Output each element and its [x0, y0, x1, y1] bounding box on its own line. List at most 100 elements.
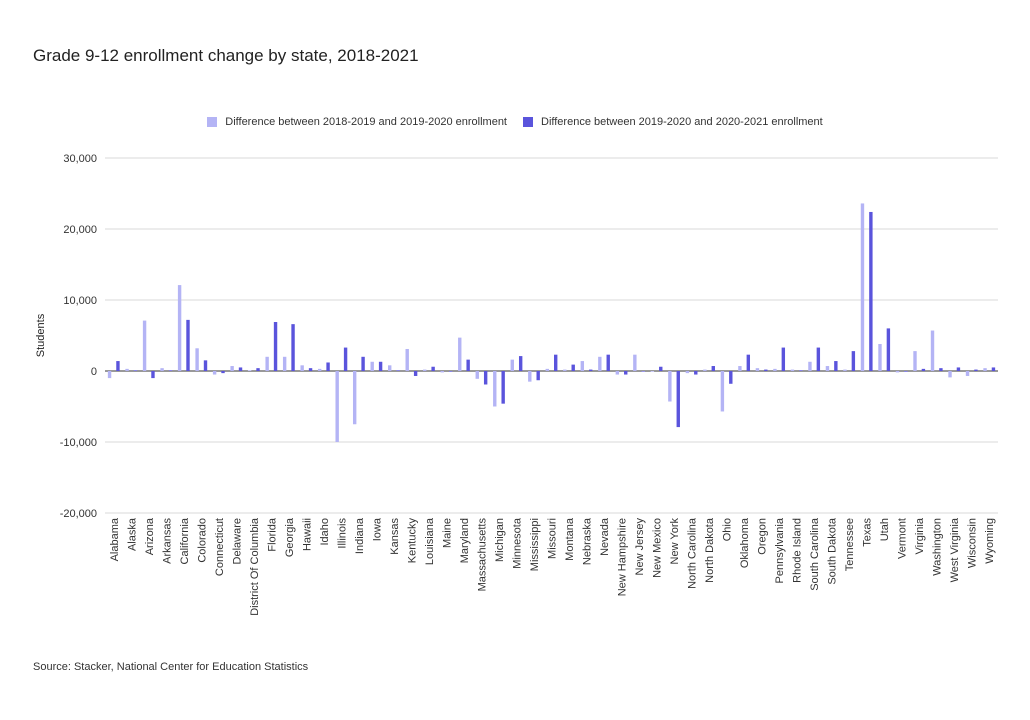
x-tick-label: Virginia: [914, 517, 926, 554]
x-tick-label: Kansas: [389, 518, 401, 555]
x-tick-label: Tennessee: [844, 518, 856, 571]
bar-2-california: [186, 319, 190, 371]
bar-2-maryland: [466, 359, 470, 371]
x-tick-label: Nevada: [599, 517, 611, 556]
bar-1-north-dakota: [703, 369, 707, 371]
bar-1-connecticut: [212, 371, 217, 375]
bar-1-idaho: [317, 368, 322, 371]
x-tick-label: New York: [669, 518, 681, 565]
x-tick-label: Missouri: [547, 518, 559, 559]
bar-2-iowa: [378, 361, 383, 371]
bar-2-louisiana: [431, 366, 435, 371]
x-tick-label: New Jersey: [634, 518, 646, 576]
bar-2-virginia: [921, 368, 926, 371]
bar-1-ohio: [720, 371, 725, 412]
y-tick-label: 10,000: [63, 295, 97, 307]
x-tick-label: Nebraska: [582, 517, 594, 565]
bar-1-indiana: [352, 371, 357, 425]
x-tick-label: Washington: [932, 518, 944, 576]
bar-2-south-carolina: [816, 347, 821, 371]
y-tick-label: 30,000: [63, 153, 97, 165]
legend-item-series-1: Difference between 2018-2019 and 2019-20…: [207, 116, 507, 128]
x-tick-label: Arkansas: [161, 518, 173, 564]
x-tick-label: District Of Columbia: [249, 517, 261, 616]
bar-1-rhode-island: [790, 369, 795, 371]
x-tick-label: Minnesota: [511, 517, 523, 569]
bar-1-maine: [440, 371, 444, 373]
bar-2-new-jersey: [641, 371, 645, 372]
bar-1-hawaii: [300, 365, 304, 371]
bar-1-arkansas: [160, 368, 164, 371]
bar-1-montana: [563, 369, 567, 371]
x-tick-label: Utah: [879, 518, 891, 541]
bar-1-district-of-columbia: [247, 370, 252, 371]
bar-1-kentucky: [405, 348, 409, 371]
bar-1-alaska: [125, 368, 129, 371]
bar-1-maryland: [458, 337, 462, 371]
bar-1-louisiana: [423, 369, 427, 371]
x-tick-label: Texas: [862, 518, 874, 547]
bar-1-vermont: [895, 371, 900, 373]
bar-2-mississippi: [536, 371, 540, 381]
x-tick-label: South Carolina: [809, 517, 821, 591]
x-tick-label: Wyoming: [984, 518, 996, 564]
x-tick-label: Illinois: [336, 518, 348, 549]
bar-2-hawaii: [308, 368, 313, 371]
bar-1-new-mexico: [650, 371, 655, 372]
legend-swatch-series-2: [523, 117, 533, 127]
bar-2-nevada: [606, 354, 610, 371]
bar-2-arkansas: [168, 370, 173, 371]
bar-2-vermont: [904, 371, 908, 372]
bar-2-pennsylvania: [781, 347, 786, 371]
bar-2-idaho: [326, 362, 330, 371]
bar-2-oklahoma: [746, 354, 751, 371]
x-tick-label: Alabama: [109, 517, 121, 561]
x-tick-label: West Virginia: [949, 517, 961, 582]
bar-1-mississippi: [528, 371, 532, 382]
bar-2-delaware: [238, 367, 243, 371]
bar-2-west-virginia: [956, 367, 961, 371]
bar-2-tennessee: [851, 351, 856, 371]
bar-2-michigan: [501, 371, 505, 404]
bar-2-wyoming: [991, 367, 996, 371]
x-tick-label: Georgia: [284, 517, 296, 557]
x-tick-label: Mississippi: [529, 518, 541, 571]
bar-2-colorado: [203, 360, 208, 371]
bar-1-massachusetts: [475, 371, 479, 379]
x-tick-label: Kentucky: [406, 518, 418, 564]
x-tick-label: Oklahoma: [739, 517, 751, 568]
x-tick-label: Michigan: [494, 518, 506, 562]
x-tick-label: Indiana: [354, 517, 366, 554]
legend-swatch-series-1: [207, 117, 218, 127]
bar-1-south-dakota: [825, 366, 830, 371]
bar-1-delaware: [230, 366, 234, 371]
bar-2-ohio: [729, 371, 733, 384]
x-tick-label: Florida: [266, 517, 278, 552]
bar-2-georgia: [291, 324, 295, 371]
x-tick-label: Ohio: [722, 518, 734, 541]
x-tick-label: Delaware: [231, 518, 243, 564]
x-tick-label: Oregon: [757, 518, 769, 555]
bar-1-west-virginia: [948, 371, 952, 378]
legend-item-series-2: Difference between 2019-2020 and 2020-20…: [523, 116, 823, 128]
bar-2-maine: [448, 371, 453, 372]
bar-1-texas: [860, 203, 865, 371]
bar-2-north-dakota: [711, 366, 715, 371]
x-tick-label: Montana: [564, 517, 576, 561]
bar-2-new-mexico: [659, 366, 663, 371]
bar-2-alaska: [133, 370, 138, 371]
x-tick-label: California: [179, 517, 191, 564]
bar-2-new-york: [676, 371, 680, 428]
bar-1-kansas: [388, 365, 392, 371]
bar-2-florida: [273, 322, 278, 371]
y-tick-label: 20,000: [63, 224, 97, 236]
x-tick-label: Arizona: [144, 517, 156, 555]
x-tick-label: Vermont: [897, 518, 909, 559]
bar-2-connecticut: [221, 371, 225, 374]
bar-1-tennessee: [843, 369, 847, 371]
x-tick-label: Maine: [441, 518, 453, 548]
bar-2-nebraska: [589, 369, 593, 371]
bar-1-alabama: [107, 371, 112, 379]
x-tick-label: North Dakota: [704, 517, 716, 583]
